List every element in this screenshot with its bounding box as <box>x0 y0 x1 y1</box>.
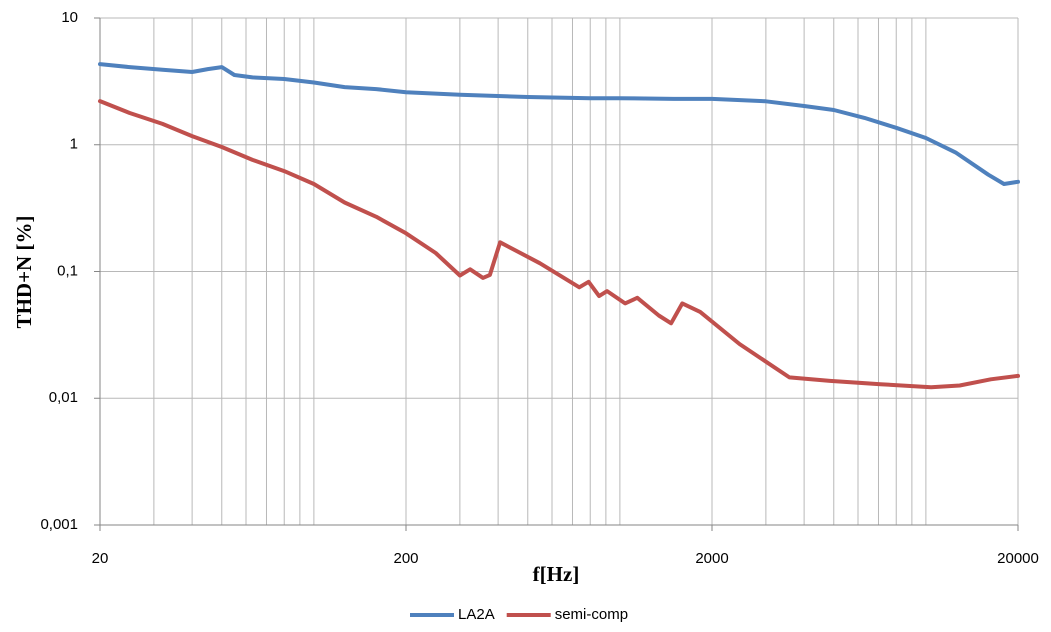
x-tick-label: 2000 <box>695 550 728 567</box>
legend-label: LA2A <box>458 606 495 623</box>
y-tick-label: 0,01 <box>49 389 78 406</box>
x-tick-label: 20000 <box>997 550 1039 567</box>
x-tick-label: 200 <box>393 550 418 567</box>
y-axis-title: THD+N [%] <box>12 216 36 329</box>
y-tick-label: 1 <box>70 136 78 153</box>
y-tick-label: 10 <box>61 9 78 26</box>
x-tick-label: 20 <box>92 550 109 567</box>
y-tick-label: 0,1 <box>57 262 78 279</box>
series-line <box>98 62 1020 186</box>
y-tick-label: 0,001 <box>40 516 78 533</box>
series-line <box>98 99 1020 390</box>
x-axis-title: f[Hz] <box>533 562 580 586</box>
legend-label: semi-comp <box>555 606 628 623</box>
